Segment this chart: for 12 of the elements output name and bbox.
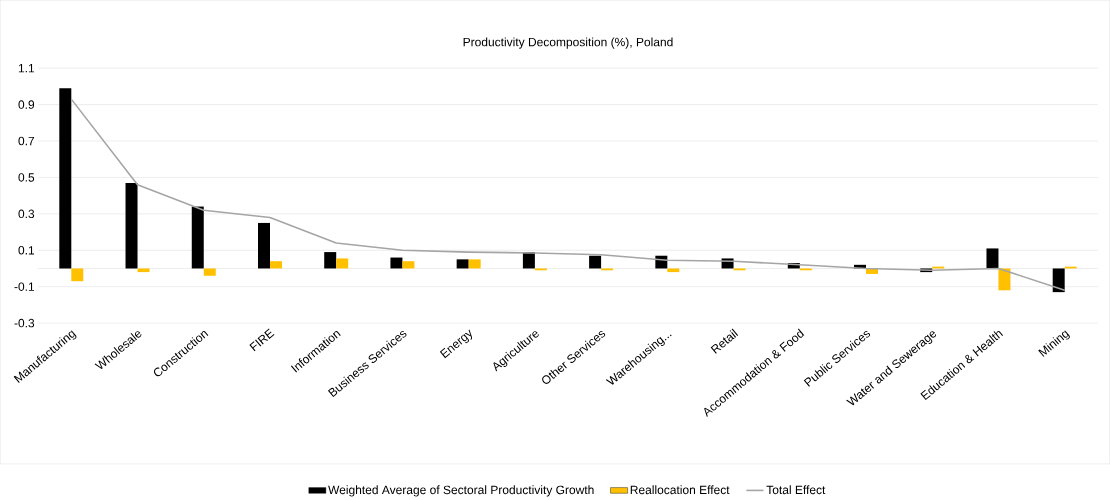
y-tick-label: 0.3 [18, 209, 35, 219]
legend-label: Reallocation Effect [630, 485, 730, 495]
legend-label: Weighted Average of Sectoral Productivity Growth [328, 485, 594, 497]
y-tick-label: -0.1 [14, 282, 35, 292]
y-tick-label: 0.9 [18, 100, 35, 110]
y-tick-label: 0.5 [18, 173, 35, 182]
chart-title: Productivity Decomposition (%), Poland [463, 37, 673, 49]
y-tick-label: 1.1 [18, 64, 35, 73]
y-tick-label: 0.1 [18, 246, 35, 255]
y-tick-label: -0.3 [14, 319, 35, 328]
legend-label: Total Effect [766, 485, 826, 495]
y-tick-label: 0.7 [18, 137, 35, 146]
